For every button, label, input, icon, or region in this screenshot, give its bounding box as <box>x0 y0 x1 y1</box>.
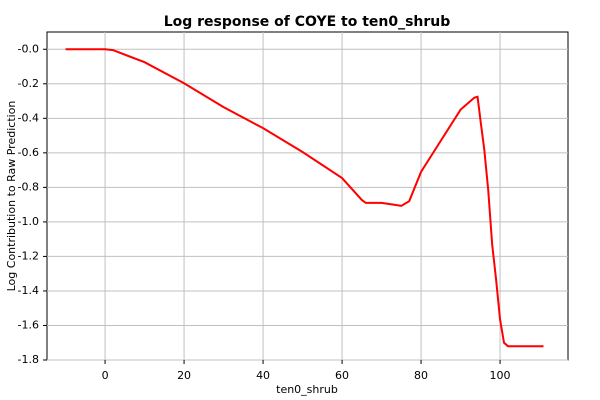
data-line <box>65 48 544 348</box>
y-tick-label: -1.4 <box>18 284 39 297</box>
x-tick-label: 80 <box>414 369 428 382</box>
y-tick-label: -1.0 <box>18 215 39 228</box>
y-tick-label: -0.4 <box>18 111 39 124</box>
y-tick-label: -1.2 <box>18 249 39 262</box>
x-axis-label: ten0_shrub <box>276 383 338 396</box>
grid <box>47 32 568 361</box>
plot-area <box>46 31 569 361</box>
y-tick-label: -0.6 <box>18 146 39 159</box>
x-tick-label: 40 <box>256 369 270 382</box>
x-tick-label: 0 <box>102 369 109 382</box>
y-axis-label: Log Contribution to Raw Prediction <box>5 101 18 292</box>
marks <box>65 48 544 348</box>
y-tick-label: -0.2 <box>18 77 39 90</box>
chart-title: Log response of COYE to ten0_shrub <box>164 14 451 30</box>
y-tick-label: -1.6 <box>18 318 39 331</box>
x-tick-label: 20 <box>177 369 191 382</box>
y-tick-label: -0.0 <box>18 42 39 55</box>
x-tick-label: 60 <box>335 369 349 382</box>
x-tick-label: 100 <box>490 369 511 382</box>
y-tick-label: -0.8 <box>18 180 39 193</box>
y-tick-label: -1.8 <box>18 353 39 366</box>
